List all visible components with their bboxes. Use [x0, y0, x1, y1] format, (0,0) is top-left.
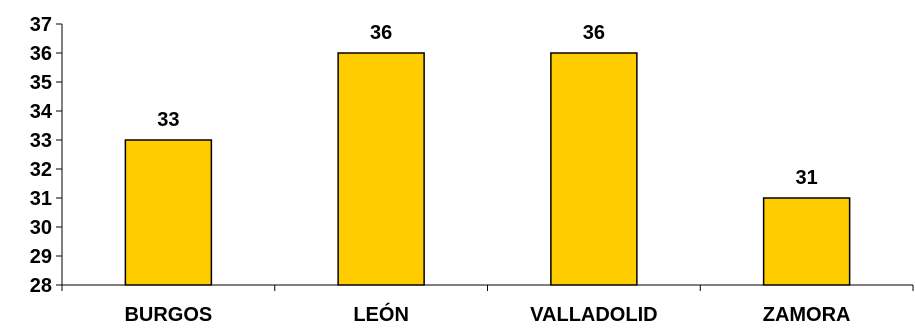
- y-tick-label: 36: [30, 43, 52, 65]
- data-label: 36: [370, 22, 392, 44]
- ticks-layer: [56, 23, 914, 291]
- y-tick-label: 28: [30, 275, 52, 297]
- bar-le-n: [337, 52, 425, 286]
- y-tick-label: 37: [30, 14, 52, 36]
- y-tick-label: 34: [30, 101, 53, 123]
- labels-layer: 28 29 30 31 32 33 34 35 36 37 33 BURGOS 36 LEÓN 36 VALL…: [30, 14, 851, 326]
- bars-layer: [124, 52, 851, 286]
- data-label: 31: [796, 167, 818, 189]
- y-tick-label: 29: [30, 246, 52, 268]
- y-tick-label: 30: [30, 217, 52, 239]
- bar-burgos: [124, 139, 213, 286]
- x-category-label: BURGOS: [124, 304, 212, 326]
- y-tick-label: 33: [30, 130, 52, 152]
- y-tick-label: 31: [30, 188, 52, 210]
- x-category-label: ZAMORA: [763, 304, 851, 326]
- data-label: 36: [583, 22, 605, 44]
- bar-zamora: [762, 197, 851, 286]
- y-tick-label: 32: [30, 159, 52, 181]
- bar-valladolid: [550, 52, 638, 286]
- x-category-label: LEÓN: [353, 302, 409, 326]
- x-category-label: VALLADOLID: [530, 304, 657, 326]
- data-label: 33: [157, 109, 179, 131]
- y-tick-label: 35: [30, 72, 52, 94]
